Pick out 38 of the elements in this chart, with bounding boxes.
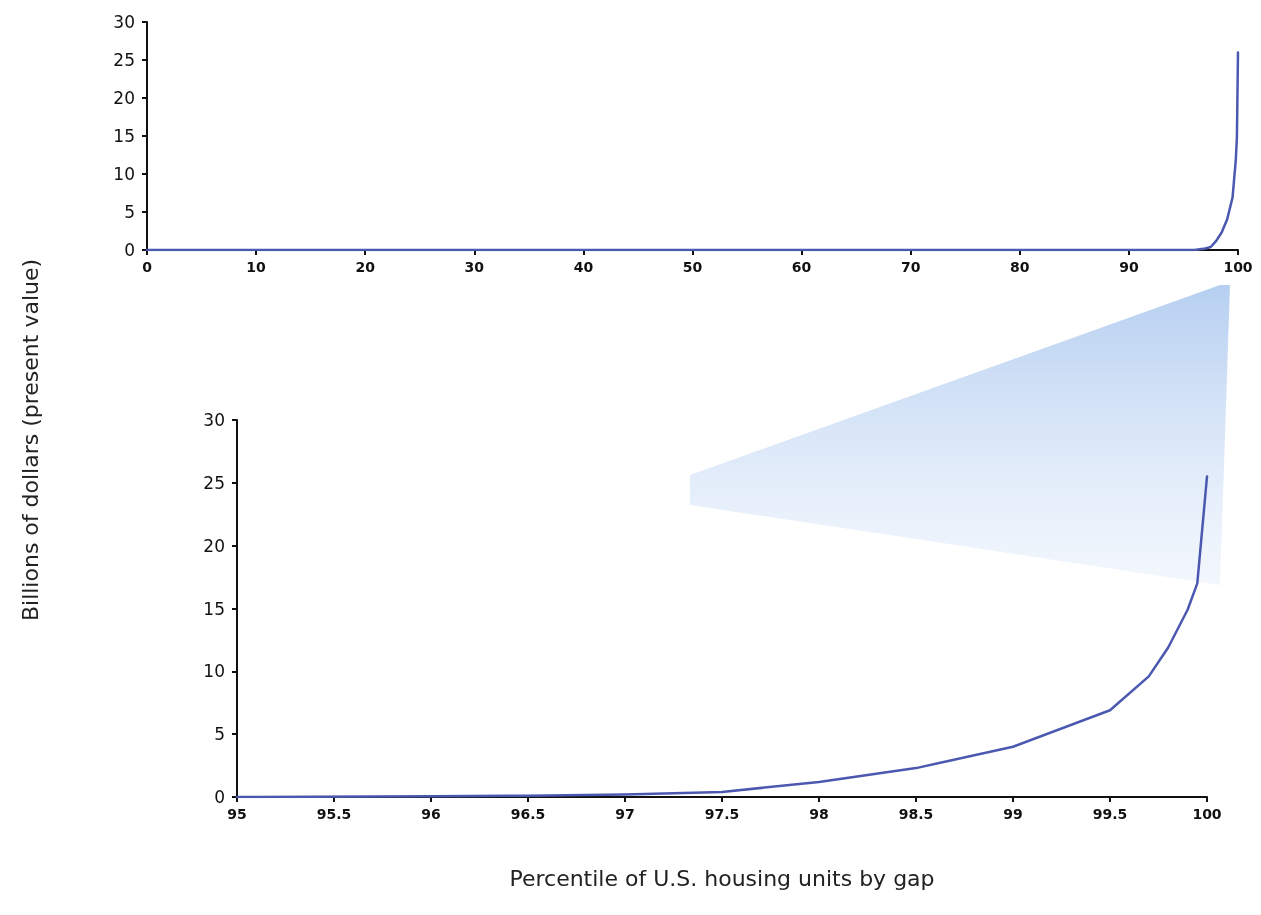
y-tick-label: 20	[203, 535, 225, 556]
x-tick-label: 40	[573, 259, 594, 275]
y-tick-label: 5	[124, 202, 135, 222]
x-tick-label: 80	[1010, 259, 1030, 275]
x-tick-label: 99.5	[1092, 806, 1128, 822]
x-tick-label: 10	[246, 259, 267, 275]
y-tick-label: 15	[113, 126, 135, 146]
x-tick-label: 100	[1223, 259, 1253, 275]
y-tick-label: 25	[203, 472, 225, 493]
y-tick-label: 10	[203, 661, 225, 682]
y-tick-label: 15	[203, 598, 225, 619]
x-tick-label: 0	[142, 259, 153, 275]
x-tick-label: 99	[1003, 806, 1023, 822]
x-tick-label: 97	[615, 806, 635, 822]
x-tick-label: 95	[227, 806, 247, 822]
x-tick-label: 100	[1192, 806, 1222, 822]
y-tick-label: 5	[214, 724, 225, 745]
y-axis-title: Billions of dollars (present value)	[17, 258, 43, 622]
x-tick-label: 96.5	[510, 806, 546, 822]
x-tick-label: 30	[464, 259, 485, 275]
x-tick-label: 95.5	[316, 806, 352, 822]
x-tick-label: 98	[809, 806, 829, 822]
y-tick-label: 30	[203, 410, 225, 430]
x-tick-label: 97.5	[704, 806, 740, 822]
y-tick-label: 20	[113, 88, 135, 108]
x-tick-label: 98.5	[898, 806, 934, 822]
y-tick-label: 30	[113, 12, 135, 32]
x-tick-label: 20	[355, 259, 376, 275]
x-tick-label: 96	[421, 806, 441, 822]
y-tick-label: 0	[124, 240, 135, 260]
x-tick-label: 70	[900, 259, 921, 275]
y-tick-label: 0	[214, 787, 225, 807]
y-tick-label: 25	[113, 50, 135, 70]
y-tick-label: 10	[113, 164, 135, 184]
x-axis-title: Percentile of U.S. housing units by gap	[509, 865, 935, 891]
x-tick-label: 90	[1119, 259, 1139, 275]
x-tick-label: 60	[791, 259, 812, 275]
x-tick-label: 50	[682, 259, 703, 275]
